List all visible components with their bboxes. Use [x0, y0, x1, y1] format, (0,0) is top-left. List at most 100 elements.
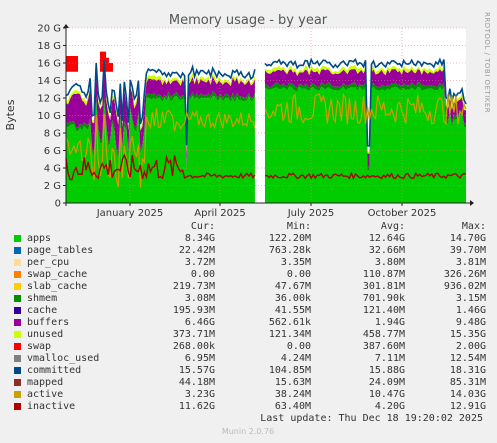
legend-min: 3.35M: [280, 257, 311, 268]
legend-avg: 7.11M: [374, 353, 405, 364]
legend-name: mapped: [27, 377, 64, 388]
legend-row-per-cpu: per_cpu 3.72M 3.35M 3.80M 3.81M: [12, 257, 488, 269]
header-avg: Avg:: [380, 221, 405, 232]
legend-max: 2.00G: [455, 341, 486, 352]
header-min: Min:: [286, 221, 311, 232]
legend-swatch: [14, 271, 21, 278]
legend-name: unused: [27, 329, 64, 340]
rrdtool-side-label: RRDTOOL / TOBI OETIKER: [483, 12, 491, 113]
legend-name: page_tables: [27, 245, 94, 256]
legend-max: 9.48G: [455, 317, 486, 328]
legend-row-unused: unused 373.71M 121.34M 458.77M 15.35G: [12, 329, 488, 341]
legend-min: 122.20M: [268, 233, 311, 244]
legend-cur: 3.72M: [184, 257, 215, 268]
legend-avg: 387.60M: [362, 341, 405, 352]
legend-min: 47.67M: [274, 281, 311, 292]
x-axis: January 2025 April 2025 July 2025 October 2…: [96, 203, 436, 219]
legend-avg: 110.87M: [362, 269, 405, 280]
legend-avg: 15.88G: [368, 365, 405, 376]
legend-cur: 0.00: [190, 269, 215, 280]
legend-row-mapped: mapped 44.18M 15.63M 24.09M 85.31M: [12, 377, 488, 389]
legend-max: 12.54M: [449, 353, 486, 364]
swap-spike-1: [100, 51, 106, 72]
line-active: [65, 92, 467, 188]
legend-cur: 22.42M: [178, 245, 215, 256]
legend-cur: 6.46G: [184, 317, 215, 328]
legend-cur: 373.71M: [172, 329, 215, 340]
legend-min: 4.24M: [280, 353, 311, 364]
legend-avg: 4.20G: [374, 401, 405, 412]
swap-spike-0: [66, 56, 78, 72]
legend-swatch: [14, 295, 21, 302]
x-tick-label: July 2025: [287, 208, 335, 219]
legend-avg: 301.81M: [362, 281, 405, 292]
legend-min: 41.55M: [274, 305, 311, 316]
x-axis-arrow: [470, 200, 474, 206]
legend-swatch: [14, 403, 21, 410]
legend-cur: 219.73M: [172, 281, 215, 292]
legend-avg: 24.09M: [368, 377, 405, 388]
legend-avg: 701.90k: [362, 293, 405, 304]
legend-row-swap-cache: swap_cache 0.00 0.00 110.87M 326.26M: [12, 269, 488, 281]
legend-row-vmalloc-used: vmalloc_used 6.95M 4.24M 7.11M 12.54M: [12, 353, 488, 365]
x-tick-label: January 2025: [96, 208, 164, 219]
header-cur: Cur:: [190, 221, 215, 232]
legend-max: 14.03G: [449, 389, 486, 400]
legend-row-inactive: inactive 11.62G 63.40M 4.20G 12.91G: [12, 401, 488, 413]
legend-name: inactive: [27, 401, 76, 412]
legend-row-page-tables: page_tables 22.42M 763.28k 32.66M 39.70M: [12, 245, 488, 257]
legend-min: 15.63M: [274, 377, 311, 388]
legend-header: Cur: Min: Avg: Max:: [12, 221, 488, 233]
line-layer: [65, 57, 467, 188]
munin-version: Munin 2.0.76: [222, 427, 274, 436]
legend-name: cache: [27, 305, 58, 316]
legend-avg: 1.94G: [374, 317, 405, 328]
legend-swatch: [14, 355, 21, 362]
legend-cur: 11.62G: [178, 401, 215, 412]
legend-min: 63.40M: [274, 401, 311, 412]
legend-row-swap: swap 268.00k 0.00 387.60M 2.00G: [12, 341, 488, 353]
legend-max: 39.70M: [449, 245, 486, 256]
legend-max: 3.81M: [455, 257, 486, 268]
legend-min: 763.28k: [268, 245, 311, 256]
legend-swatch: [14, 391, 21, 398]
legend-swatch: [14, 259, 21, 266]
legend-min: 0.00: [286, 269, 311, 280]
legend-name: committed: [27, 365, 82, 376]
legend-name: slab_cache: [27, 281, 88, 292]
legend-swatch: [14, 307, 21, 314]
legend-row-apps: apps 8.34G 122.20M 12.64G 14.70G: [12, 233, 488, 245]
y-tick-label: 8 G: [44, 129, 61, 140]
legend-swatch: [14, 235, 21, 242]
legend-avg: 3.80M: [374, 257, 405, 268]
legend-swatch: [14, 379, 21, 386]
legend-avg: 458.77M: [362, 329, 405, 340]
legend-table: Cur: Min: Avg: Max: apps 8.34G 122.20M 12.6…: [12, 221, 488, 413]
y-tick-label: 10 G: [37, 111, 61, 122]
legend-swatch: [14, 343, 21, 350]
swap-spike-3: [109, 63, 113, 72]
y-tick-label: 14 G: [37, 76, 61, 87]
legend-name: per_cpu: [27, 257, 70, 268]
legend-cur: 15.57G: [178, 365, 215, 376]
legend-swatch: [14, 283, 21, 290]
legend-row-slab-cache: slab_cache 219.73M 47.67M 301.81M 936.02M: [12, 281, 488, 293]
chart-title: Memory usage - by year: [169, 13, 328, 28]
legend-rows: apps 8.34G 122.20M 12.64G 14.70G page_tables 2…: [12, 233, 488, 413]
legend-cur: 3.23G: [184, 389, 215, 400]
line-committed: [65, 57, 467, 147]
legend-max: 936.02M: [443, 281, 486, 292]
legend-avg: 32.66M: [368, 245, 405, 256]
legend-max: 3.15M: [455, 293, 486, 304]
swap-spike-2: [104, 57, 109, 72]
legend-row-active: active 3.23G 38.24M 10.47G 14.03G: [12, 389, 488, 401]
legend-cur: 44.18M: [178, 377, 215, 388]
legend-avg: 121.40M: [362, 305, 405, 316]
legend-max: 15.35G: [449, 329, 486, 340]
legend-min: 562.61k: [268, 317, 311, 328]
legend-row-buffers: buffers 6.46G 562.61k 1.94G 9.48G: [12, 317, 488, 329]
legend-swatch: [14, 247, 21, 254]
legend-max: 14.70G: [449, 233, 486, 244]
legend-name: active: [27, 389, 64, 400]
